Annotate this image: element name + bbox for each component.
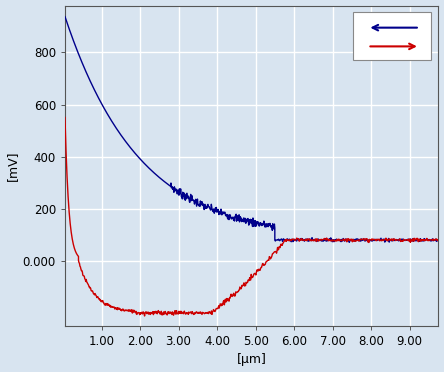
X-axis label: [μm]: [μm] <box>237 353 267 366</box>
FancyBboxPatch shape <box>353 12 431 60</box>
Y-axis label: [mV]: [mV] <box>6 150 19 181</box>
